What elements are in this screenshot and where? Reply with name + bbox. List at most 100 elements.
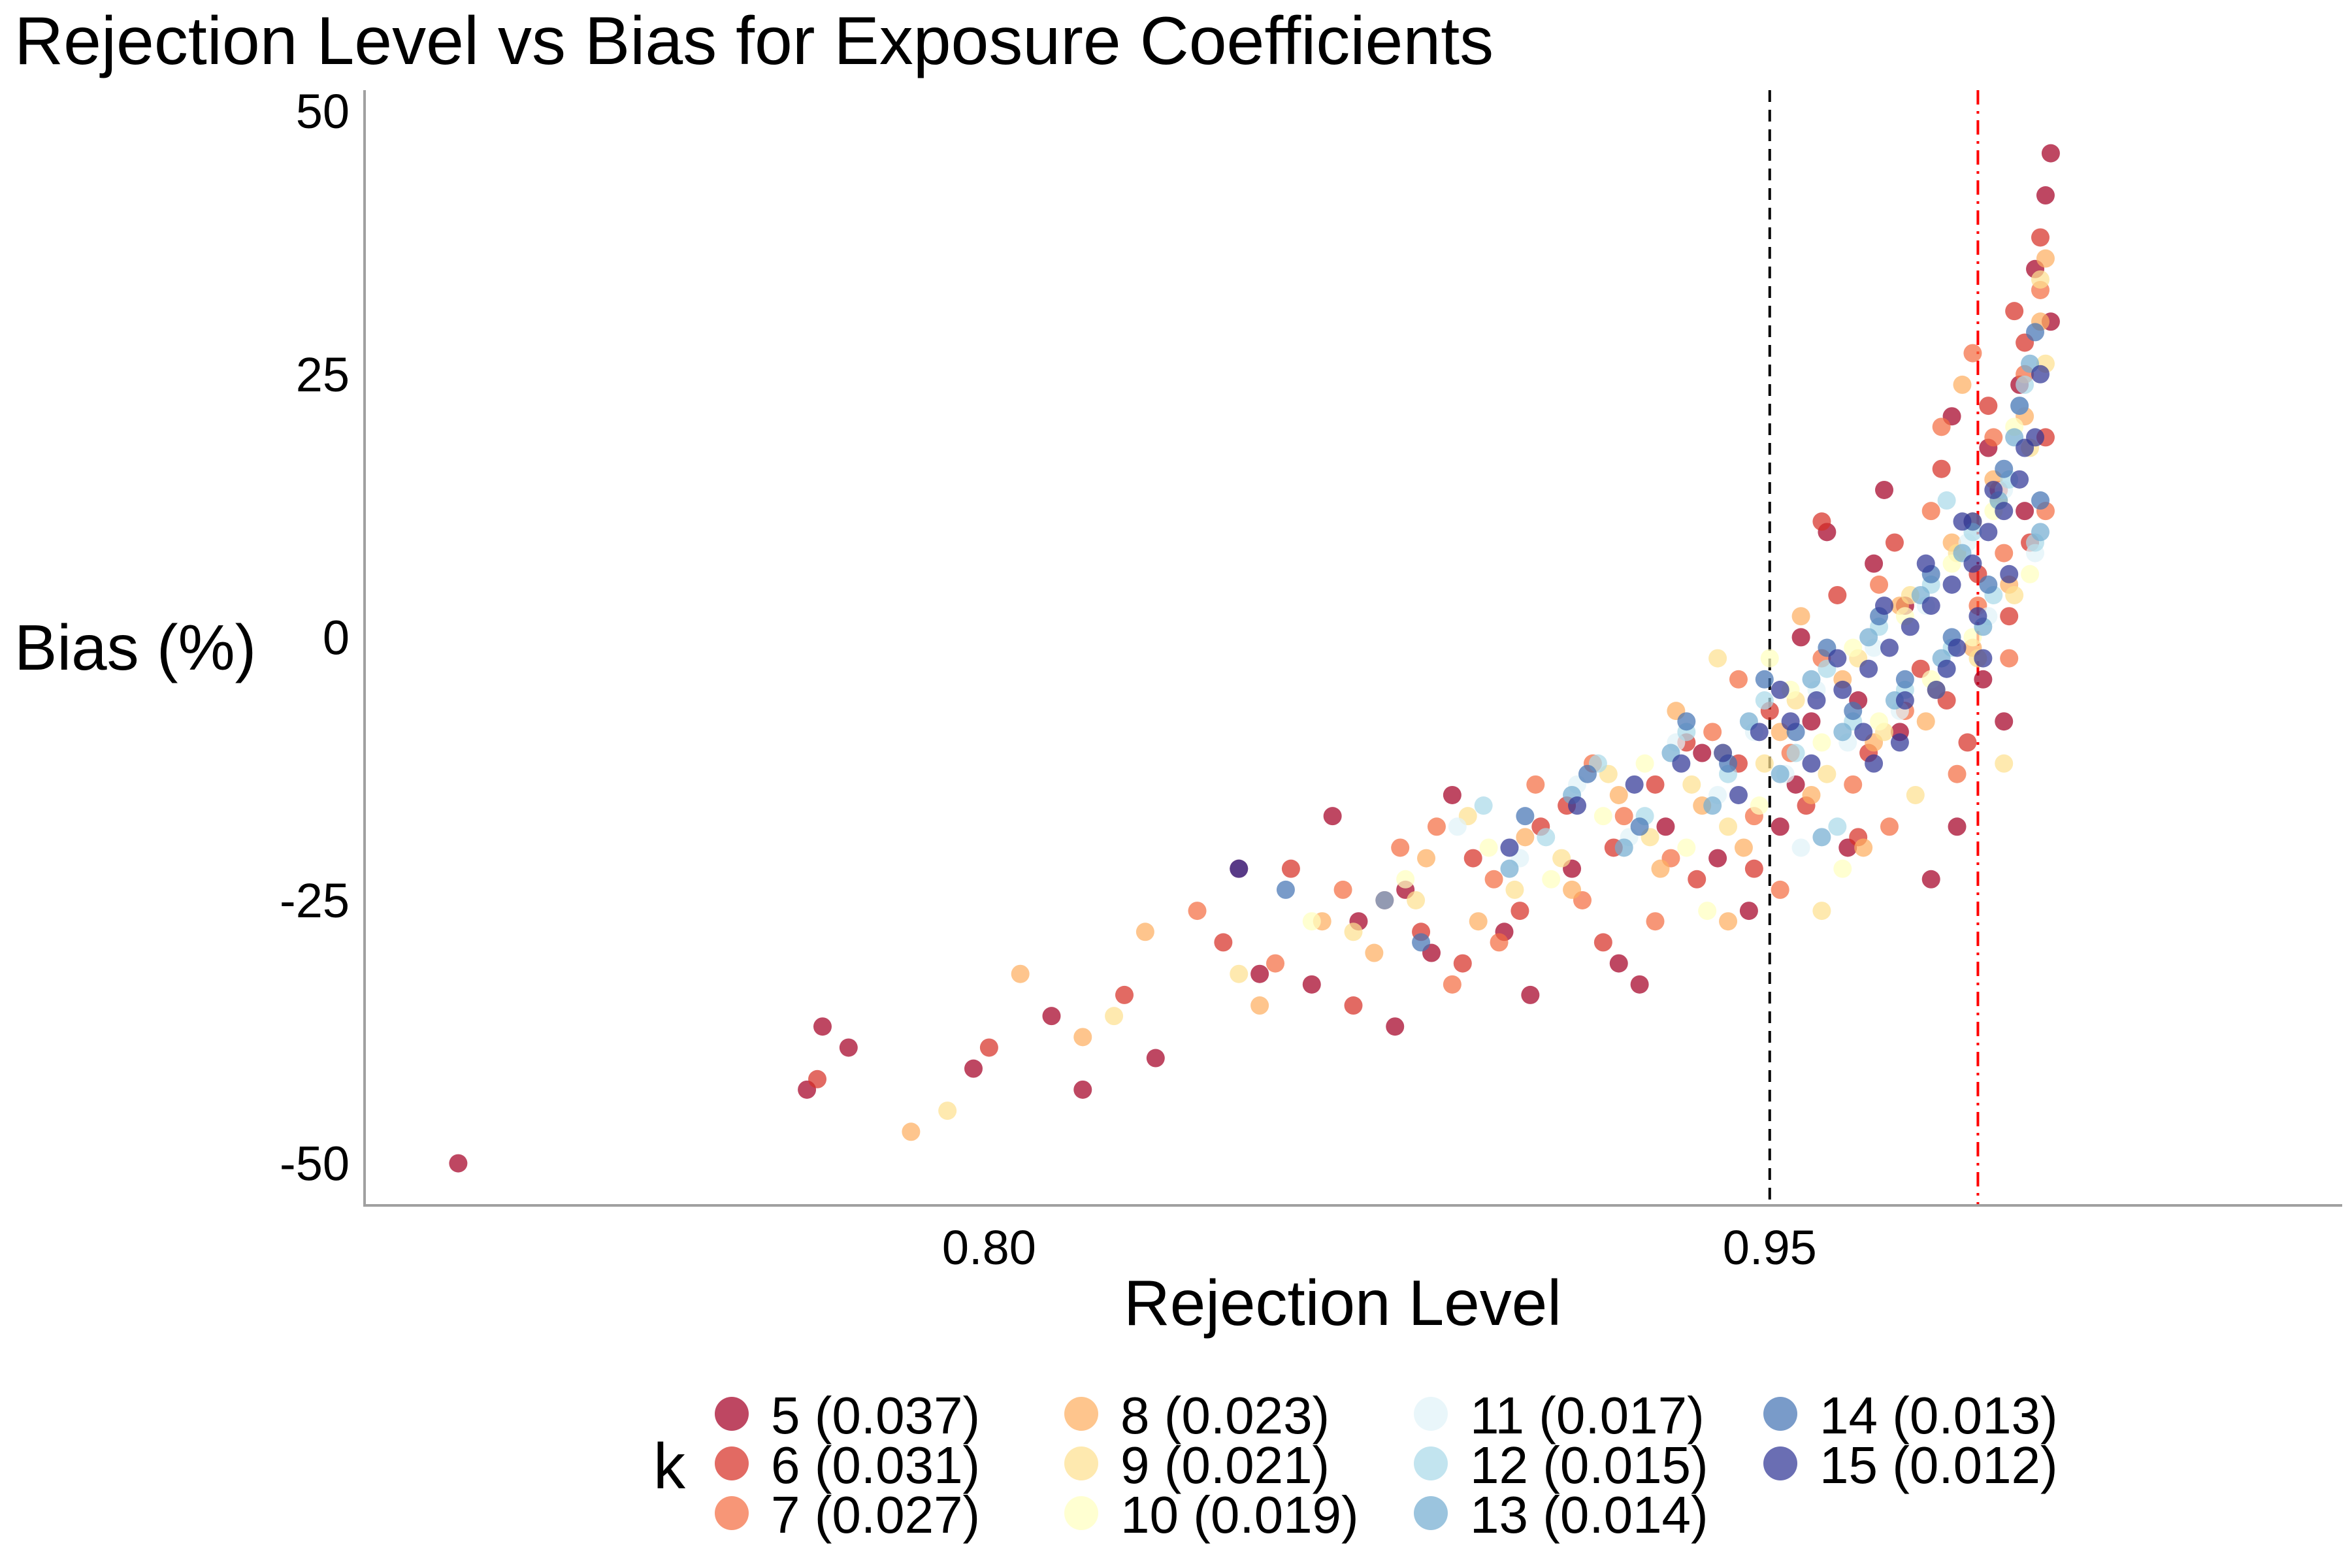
data-point (1865, 754, 1884, 773)
data-point (2010, 397, 2029, 416)
data-point (1552, 849, 1571, 868)
data-point (1870, 712, 1889, 731)
y-tick-label: -25 (280, 874, 350, 928)
legend-swatch (715, 1446, 749, 1480)
data-point (1230, 859, 1249, 878)
data-point (1739, 902, 1758, 921)
data-point (1760, 649, 1779, 668)
legend-swatch (1064, 1496, 1098, 1530)
data-point (1729, 785, 1748, 804)
data-point (1844, 638, 1863, 657)
data-point (2000, 649, 2019, 668)
data-point (1875, 596, 1894, 615)
x-tick-label: 0.80 (942, 1220, 1036, 1275)
legend-label: 11 (0.017) (1470, 1386, 1705, 1445)
data-point (1714, 743, 1733, 762)
data-point (839, 1038, 858, 1057)
data-point (1979, 523, 1998, 542)
data-point (1333, 880, 1352, 899)
legend-swatch (1064, 1446, 1098, 1480)
data-point (1807, 691, 1826, 710)
data-point (1995, 754, 2014, 773)
data-points (449, 144, 2060, 1173)
data-point (1802, 670, 1821, 689)
data-point (1646, 775, 1665, 794)
data-point (1953, 375, 1972, 394)
data-point (2005, 302, 2024, 321)
data-point (1771, 764, 1789, 783)
data-point (1833, 680, 1852, 699)
chart-title: Rejection Level vs Bias for Exposure Coe… (14, 3, 1494, 79)
data-point (1984, 480, 2003, 499)
data-point (1516, 807, 1535, 826)
data-point (1953, 512, 1972, 531)
data-point (1932, 417, 1951, 436)
legend-label: 9 (0.021) (1120, 1436, 1330, 1494)
data-point (1609, 954, 1628, 973)
legend-title: k (653, 1430, 686, 1502)
data-point (1365, 943, 1384, 962)
legend-label: 15 (0.012) (1820, 1436, 2058, 1494)
data-point (1880, 638, 1899, 657)
data-point (1833, 723, 1852, 742)
y-axis-title: Bias (%) (14, 612, 256, 683)
legend: k 5 (0.037)6 (0.031)7 (0.027) 8 (0.023)9 … (653, 1386, 2058, 1544)
data-point (1968, 607, 1987, 626)
data-point (1916, 712, 1935, 731)
data-point (1677, 712, 1696, 731)
data-point (1995, 712, 2014, 731)
data-point (2031, 523, 2050, 542)
data-point (1500, 859, 1519, 878)
data-point (1942, 575, 1961, 594)
reference-lines (1768, 90, 1980, 1205)
data-point (1630, 975, 1649, 994)
data-point (1921, 596, 1940, 615)
legend-swatch (715, 1496, 749, 1530)
legend-label: 13 (0.014) (1470, 1486, 1708, 1544)
legend-label: 8 (0.023) (1120, 1386, 1330, 1445)
data-point (1677, 838, 1696, 857)
data-point (979, 1038, 998, 1057)
data-point (1901, 617, 1919, 636)
data-point (1593, 807, 1612, 826)
data-point (1870, 575, 1889, 594)
data-point (1781, 712, 1800, 731)
data-point (1895, 670, 1914, 689)
data-point (964, 1059, 983, 1078)
data-point (1734, 838, 1753, 857)
data-point (2031, 491, 2050, 510)
data-point (1105, 1007, 1124, 1026)
data-point (1651, 859, 1670, 878)
data-point (1895, 691, 1914, 710)
legend-label: 7 (0.027) (771, 1486, 980, 1544)
data-point (1729, 670, 1748, 689)
data-point (1281, 859, 1300, 878)
data-point (1407, 890, 1426, 909)
data-point (1880, 817, 1899, 836)
data-point (1698, 902, 1717, 921)
data-point (1984, 428, 2003, 447)
legend-swatch (715, 1397, 749, 1431)
data-point (1812, 902, 1831, 921)
data-point (2021, 564, 2040, 583)
legend-items: 5 (0.037)6 (0.031)7 (0.027) 8 (0.023)9 (0… (715, 1386, 2058, 1544)
data-point (1802, 754, 1821, 773)
legend-swatch (1763, 1446, 1797, 1480)
data-point (1302, 912, 1321, 931)
data-point (1755, 670, 1774, 689)
data-point (1656, 817, 1675, 836)
data-point (1974, 670, 1993, 689)
data-point (1526, 775, 1545, 794)
data-point (1791, 838, 1810, 857)
x-axis-title: Rejection Level (1124, 1267, 1561, 1339)
data-point (1755, 754, 1774, 773)
legend-label: 12 (0.015) (1470, 1436, 1708, 1494)
data-point (1859, 659, 1878, 678)
data-point (1812, 512, 1831, 531)
data-point (1516, 828, 1535, 847)
data-point (1386, 1017, 1405, 1036)
data-point (1073, 1080, 1092, 1099)
data-point (1568, 796, 1587, 815)
data-point (1708, 649, 1727, 668)
